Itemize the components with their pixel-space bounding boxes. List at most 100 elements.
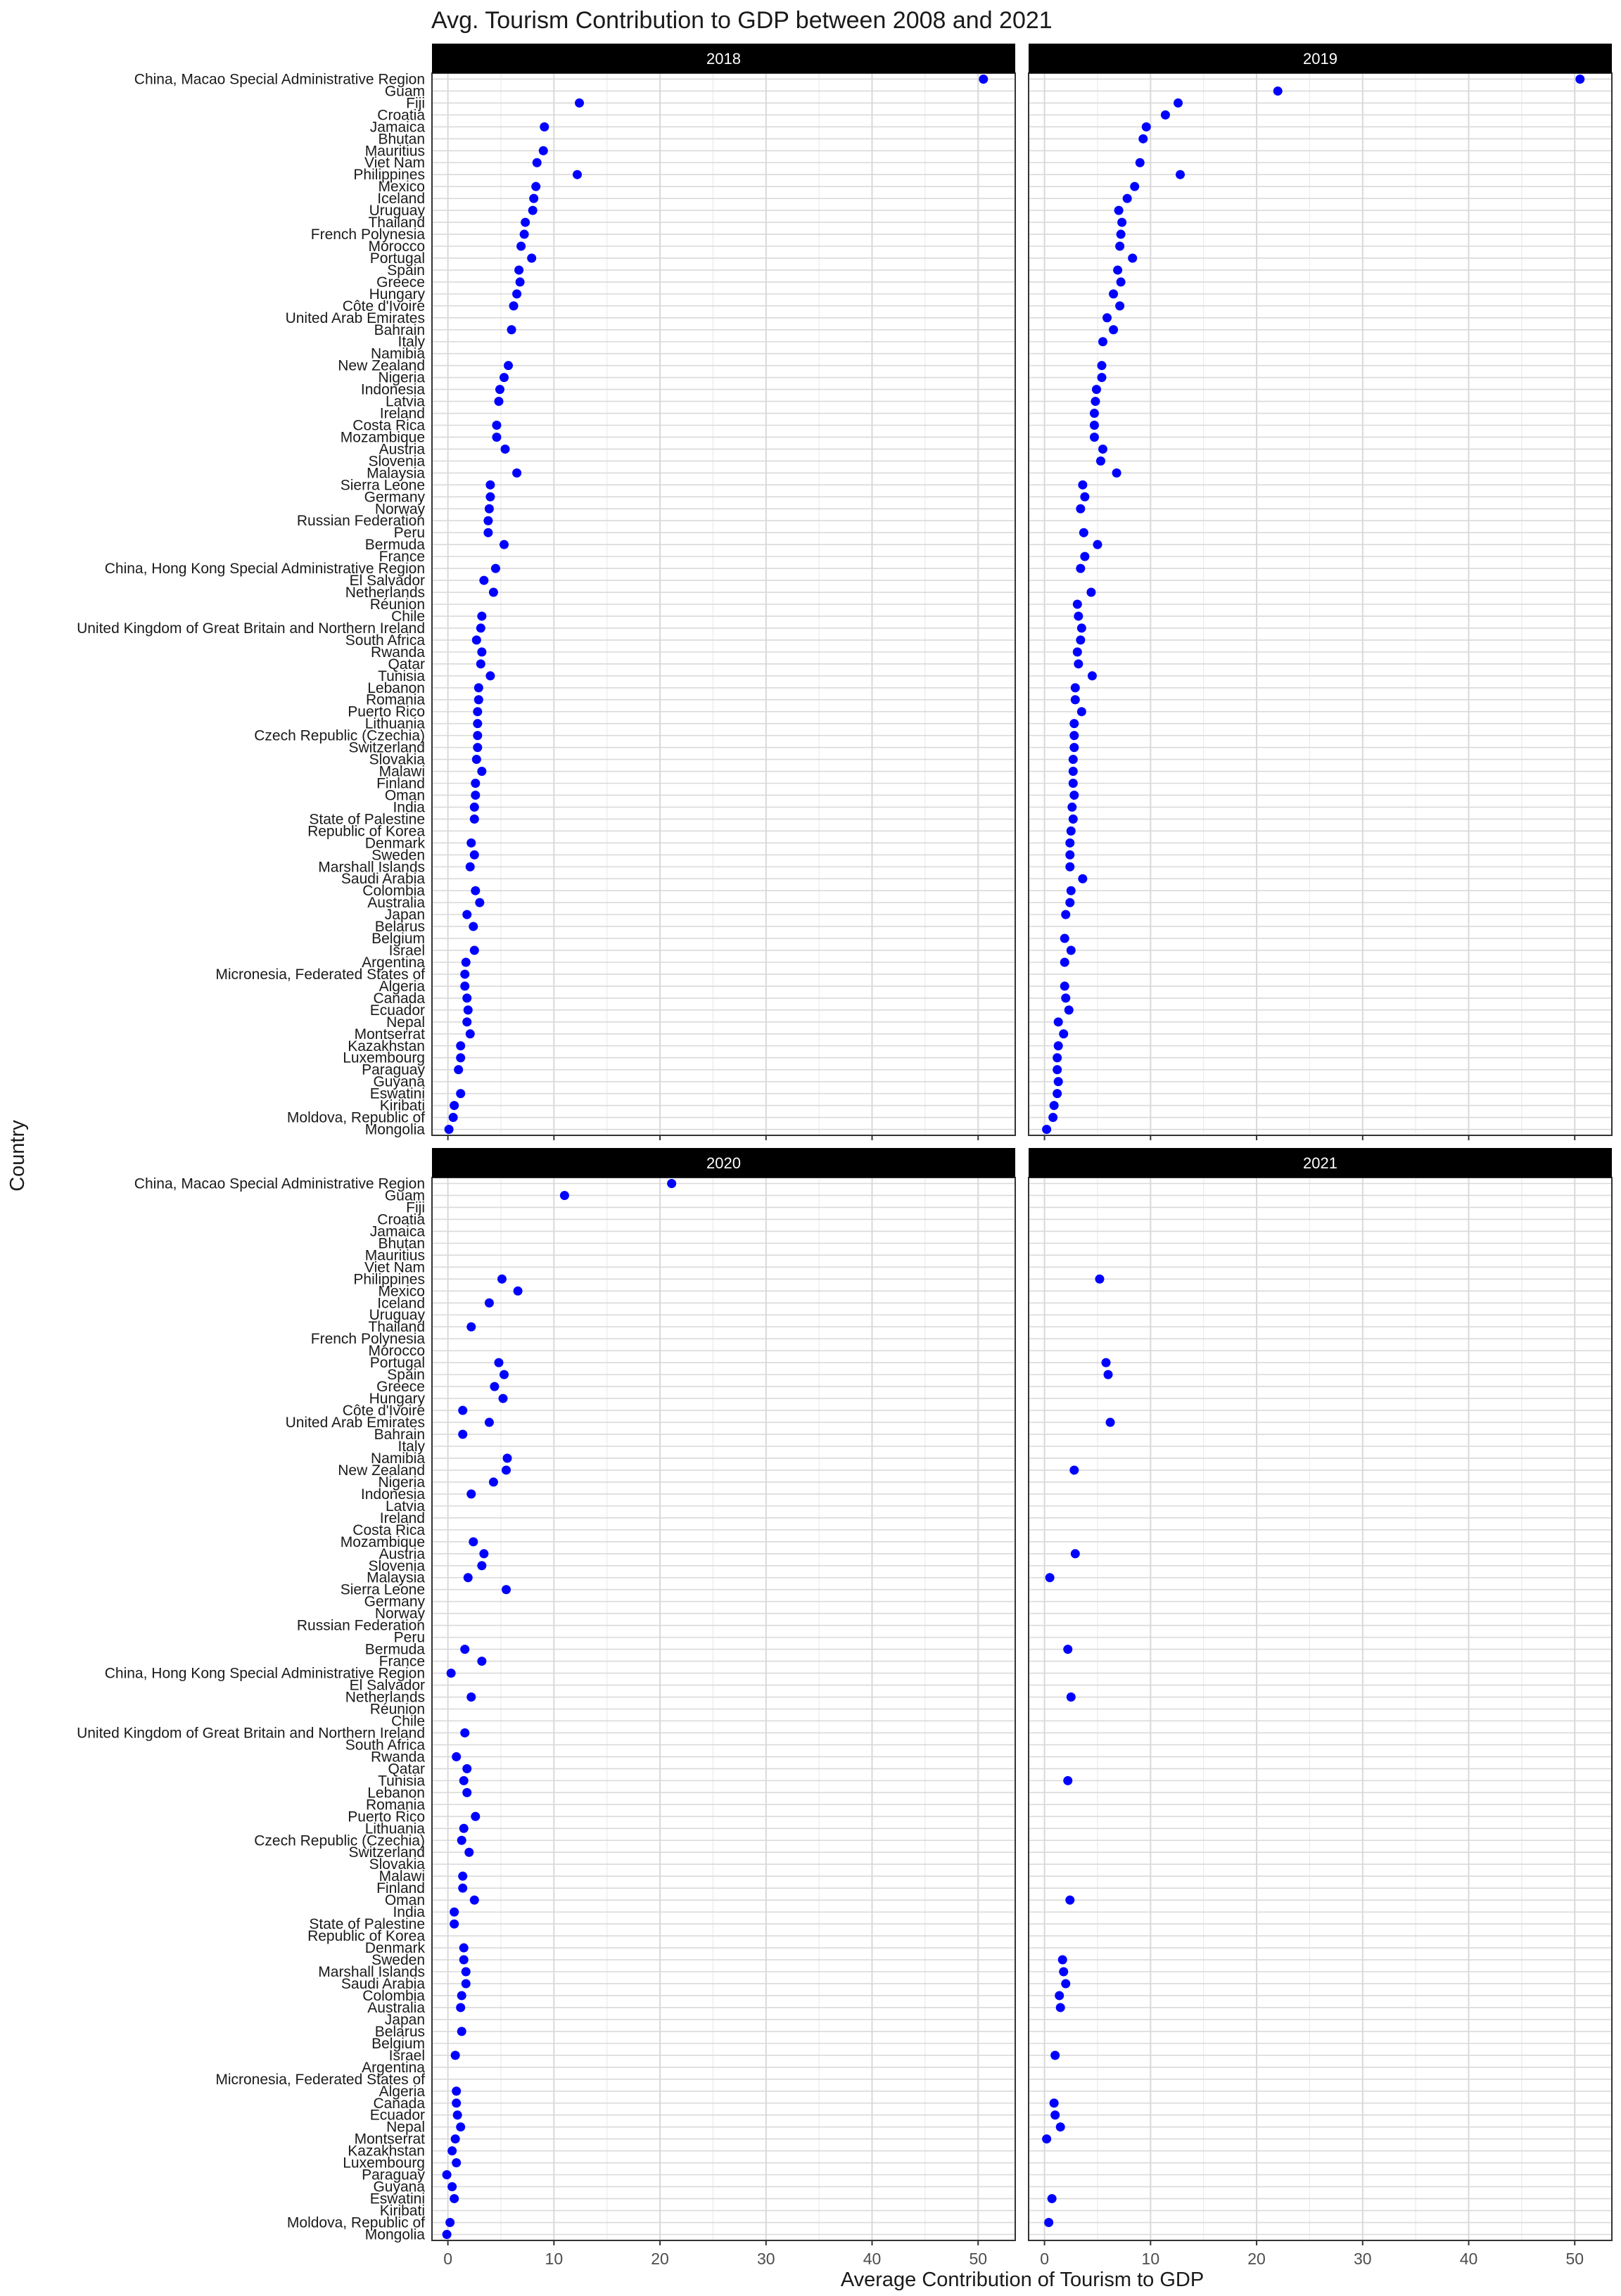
- data-point: [452, 1752, 462, 1761]
- data-point: [450, 1101, 459, 1111]
- data-point: [456, 1041, 466, 1051]
- data-point: [1072, 599, 1082, 609]
- y-tick-label: Finland: [376, 775, 425, 791]
- y-tick-label: Czech Republic (Czechia): [254, 1832, 425, 1849]
- data-point: [469, 850, 479, 860]
- y-tick-label: Viet Nam: [364, 1259, 425, 1275]
- data-point: [1101, 1358, 1111, 1367]
- data-point: [1045, 1573, 1055, 1583]
- y-tick-label: El Salvador: [350, 1678, 425, 1694]
- data-point: [1076, 623, 1086, 633]
- y-tick-label: China, Hong Kong Special Administrative …: [105, 1666, 425, 1682]
- y-tick-label: Sierra Leone: [341, 477, 425, 493]
- data-point: [515, 277, 525, 287]
- x-tick-label: 40: [863, 2250, 882, 2268]
- data-point: [459, 1775, 469, 1785]
- data-point: [464, 1847, 474, 1857]
- data-point: [1116, 277, 1126, 287]
- data-point: [485, 492, 495, 502]
- data-point: [1069, 1465, 1079, 1475]
- data-point: [457, 1835, 466, 1845]
- y-tick-label: Hungary: [369, 286, 426, 302]
- y-tick-label: Bhutan: [378, 131, 425, 147]
- y-tick-label: Nepal: [386, 1014, 425, 1031]
- y-tick-label: Slovakia: [369, 1856, 426, 1873]
- y-tick-label: France: [379, 1654, 425, 1670]
- y-tick-label: United Kingdom of Great Britain and Nort…: [77, 620, 425, 637]
- data-point: [476, 623, 485, 633]
- data-point: [466, 838, 476, 848]
- x-axis-title: Average Contribution of Tourism to GDP: [841, 2269, 1204, 2291]
- data-point: [500, 444, 510, 454]
- data-point: [1174, 98, 1183, 108]
- data-point: [1068, 778, 1078, 788]
- data-point: [466, 1322, 476, 1332]
- data-point: [1049, 2098, 1059, 2108]
- data-point: [575, 98, 585, 108]
- data-point: [1068, 814, 1078, 824]
- data-point: [485, 480, 495, 490]
- data-point: [1109, 325, 1119, 335]
- y-tick-label: Marshall Islands: [318, 1964, 425, 1980]
- data-point: [1078, 480, 1088, 490]
- data-point: [457, 1991, 466, 2001]
- data-point: [1076, 707, 1086, 717]
- y-tick-label: Namibia: [371, 346, 425, 362]
- y-tick-label: Guyana: [373, 1074, 425, 1090]
- data-point: [509, 301, 519, 311]
- data-point: [485, 671, 495, 681]
- y-tick-label: Greece: [376, 1379, 425, 1395]
- y-tick-label: Kiribati: [380, 2203, 425, 2219]
- y-tick-label: Switzerland: [348, 740, 425, 756]
- data-point: [488, 587, 498, 597]
- y-tick-label: Slovakia: [369, 752, 426, 768]
- data-point: [1059, 1967, 1069, 1977]
- data-point: [516, 241, 526, 251]
- y-tick-label: Bahrain: [374, 1427, 425, 1443]
- data-point: [1065, 862, 1075, 872]
- y-tick-label: Republic of Korea: [307, 823, 425, 839]
- y-tick-label: Argentina: [362, 955, 425, 971]
- data-point: [1112, 468, 1121, 478]
- data-point: [502, 1585, 511, 1595]
- y-tick-label: Thailand: [368, 215, 425, 231]
- data-point: [456, 1089, 466, 1099]
- y-tick-label: Puerto Rico: [348, 704, 425, 720]
- y-tick-label: Viet Nam: [364, 155, 425, 171]
- y-tick-label: Luxembourg: [343, 2155, 425, 2171]
- data-point: [477, 1657, 487, 1666]
- y-tick-label: Ireland: [380, 406, 425, 422]
- y-tick-label: Costa Rica: [352, 418, 425, 434]
- data-point: [469, 1895, 479, 1905]
- data-point: [1061, 910, 1071, 919]
- y-tick-label: Eswatini: [370, 1086, 425, 1102]
- data-point: [1050, 2051, 1060, 2060]
- data-point: [469, 814, 479, 824]
- data-point: [452, 2158, 462, 2168]
- y-tick-label: Malawi: [379, 1868, 425, 1884]
- data-point: [492, 432, 502, 442]
- y-tick-label: Ecuador: [370, 2107, 425, 2124]
- y-tick-label: Portugal: [370, 250, 425, 267]
- facet-strip-label: 2021: [1303, 1154, 1337, 1172]
- y-tick-label: Chile: [391, 1713, 425, 1729]
- data-point: [1055, 1991, 1064, 2001]
- panel-2021: 2021 0 10 20 30 40 50: [1028, 1148, 1613, 2268]
- data-point: [1160, 110, 1170, 120]
- y-tick-label: Uruguay: [369, 1307, 426, 1323]
- data-point: [1097, 361, 1107, 371]
- y-tick-label: Algeria: [379, 2084, 426, 2100]
- data-point: [512, 468, 522, 478]
- y-tick-label: Lebanon: [367, 680, 425, 696]
- data-point: [514, 265, 524, 275]
- data-point: [475, 898, 485, 907]
- y-tick-label: Mongolia: [365, 1122, 426, 1138]
- data-point: [529, 193, 539, 203]
- y-tick-label: Czech Republic (Czechia): [254, 728, 425, 744]
- y-tick-label: Mozambique: [341, 429, 425, 445]
- data-point: [473, 683, 483, 693]
- data-point: [444, 1125, 454, 1135]
- y-tick-label: Paraguay: [362, 1062, 425, 1078]
- y-tick-label: Russian Federation: [297, 1618, 425, 1634]
